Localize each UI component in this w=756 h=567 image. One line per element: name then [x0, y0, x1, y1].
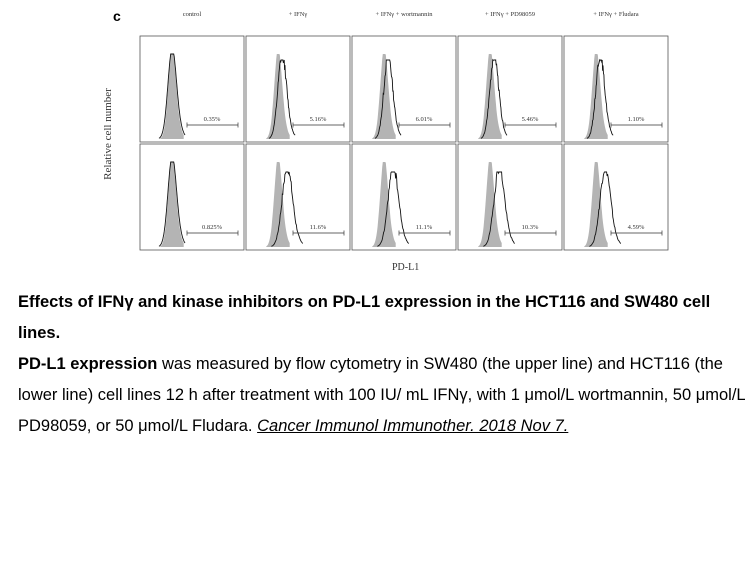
journal-citation-link[interactable]: Cancer Immunol Immunother. 2018 Nov 7.	[257, 417, 569, 435]
isotype-histogram	[266, 162, 290, 247]
pd-l1-histogram	[483, 171, 515, 247]
isotype-histogram	[160, 54, 184, 139]
histogram-panel-frame	[457, 35, 563, 143]
percentage-label: 6.01%	[416, 116, 433, 123]
isotype-histogram	[160, 162, 184, 247]
histogram-panel-frame	[245, 35, 351, 143]
flow-cytometry-figure: c Relative cell number control + IFNγ + IF…	[102, 8, 669, 273]
pd-l1-histogram	[158, 161, 186, 247]
column-title: + IFNγ + wortmannin	[375, 11, 433, 18]
caption-body-text: was measured by flow cytometry in SW480 …	[18, 355, 745, 435]
pd-l1-histogram	[271, 171, 304, 247]
histogram-panel-frame	[351, 35, 457, 143]
x-axis-label: PD-L1	[392, 262, 420, 273]
isotype-histogram	[372, 54, 396, 139]
isotype-histogram	[584, 54, 608, 139]
pd-l1-histogram	[586, 58, 614, 139]
isotype-histogram	[266, 54, 290, 139]
isotype-histogram	[478, 162, 502, 247]
isotype-histogram	[584, 162, 608, 247]
caption-body: PD-L1 expression was measured by flow cy…	[18, 349, 748, 442]
caption-title: Effects of IFNγ and kinase inhibitors on…	[18, 293, 711, 342]
panel-letter: c	[113, 8, 121, 24]
pd-l1-histogram	[480, 58, 508, 139]
percentage-label: 5.46%	[522, 116, 539, 123]
histogram-panel-frame	[139, 143, 245, 251]
percentage-label: 11.6%	[310, 224, 327, 231]
histogram-grid: 0.35% 5.16% 6.01% 5.46% 1.10% 0.825% 11.6% 11.1…	[139, 35, 669, 251]
percentage-label: 4.59%	[628, 224, 645, 231]
column-title: control	[182, 11, 202, 18]
caption-body-lead: PD-L1 expression	[18, 355, 158, 373]
histogram-panel-frame	[139, 35, 245, 143]
percentage-label: 5.16%	[310, 116, 327, 123]
pd-l1-histogram	[377, 171, 409, 247]
isotype-histogram	[478, 54, 502, 139]
pd-l1-histogram	[374, 59, 402, 139]
figure-caption: Effects of IFNγ and kinase inhibitors on…	[18, 287, 748, 442]
percentage-label: 0.35%	[204, 116, 221, 123]
pd-l1-histogram	[268, 59, 296, 139]
column-title: + IFNγ + Fludara	[593, 11, 639, 18]
histogram-panel-frame	[563, 35, 669, 143]
pd-l1-histogram	[589, 171, 622, 247]
column-title: + IFNγ	[288, 11, 308, 18]
percentage-label: 10.3%	[522, 224, 539, 231]
isotype-histogram	[372, 162, 396, 247]
percentage-label: 0.825%	[202, 224, 223, 231]
pd-l1-histogram	[158, 53, 186, 139]
percentage-label: 1.10%	[628, 116, 645, 123]
percentage-label: 11.1%	[416, 224, 433, 231]
column-title: + IFNγ + PD98059	[484, 11, 536, 18]
